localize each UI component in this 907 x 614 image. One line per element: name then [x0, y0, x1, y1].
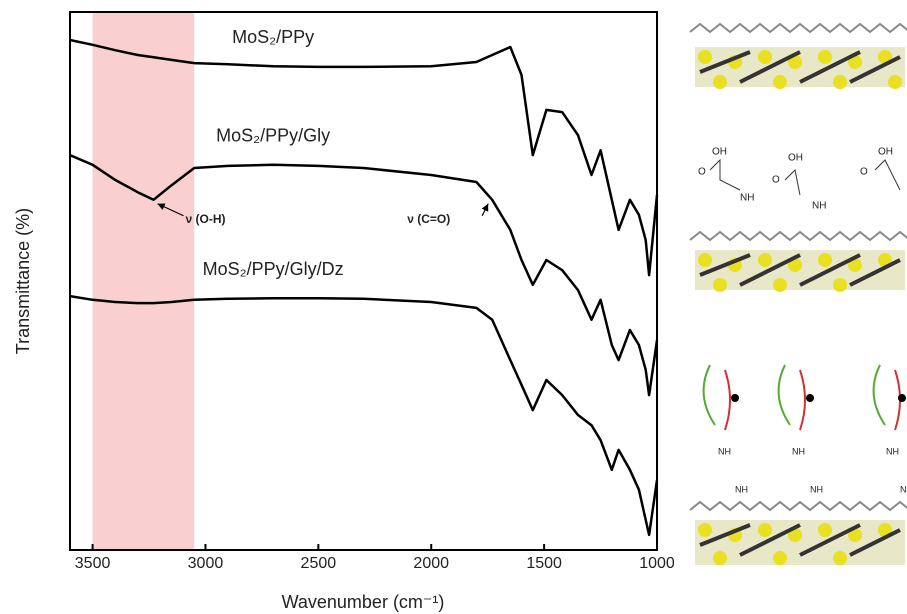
- structure-dz: NH NH NH NH NH NH: [689, 364, 907, 565]
- svg-text:NH: NH: [735, 484, 748, 494]
- svg-text:OH: OH: [878, 147, 893, 158]
- svg-text:OH: OH: [712, 147, 727, 158]
- y-axis-label: Transmittance (%): [13, 208, 33, 354]
- series-line: [69, 38, 659, 277]
- svg-text:NH: NH: [886, 446, 899, 456]
- series-label: MoS₂/PPy/Gly: [216, 126, 330, 146]
- svg-text:NH: NH: [740, 193, 754, 204]
- svg-text:O: O: [772, 175, 780, 186]
- svg-text:NH: NH: [792, 446, 805, 456]
- x-axis-label: Wavenumber (cm⁻¹): [282, 592, 445, 612]
- series-label: MoS₂/PPy: [232, 27, 314, 47]
- svg-text:OH: OH: [788, 153, 803, 164]
- svg-text:NH: NH: [812, 201, 826, 212]
- x-tick-label: 2500: [301, 555, 337, 572]
- series-label: MoS₂/PPy/Gly/Dz: [203, 259, 344, 279]
- series-line: [69, 153, 659, 397]
- plot-frame: [69, 11, 658, 551]
- illustrations: OH OH OH O O O NH NH NH NH NH NH NH NH: [689, 22, 907, 565]
- x-tick-label: 1000: [639, 555, 675, 572]
- x-tick-label: 1500: [526, 555, 562, 572]
- structure-ppy: [689, 22, 907, 89]
- svg-text:NH: NH: [810, 484, 823, 494]
- structure-gly: OH OH OH O O O NH NH: [689, 147, 907, 292]
- svg-text:NH: NH: [718, 446, 731, 456]
- svg-text:O: O: [698, 167, 706, 178]
- series-line: [69, 294, 659, 537]
- x-tick-label: 3500: [75, 555, 111, 572]
- highlight-band: [92, 12, 195, 550]
- annotation-arrow: [481, 203, 489, 217]
- svg-text:NH: NH: [900, 484, 907, 494]
- x-tick-label: 2000: [413, 555, 449, 572]
- annotation-arrow: [157, 203, 184, 217]
- annotation: ν (C=O): [407, 212, 450, 226]
- annotation: ν (O-H): [186, 212, 226, 226]
- svg-text:O: O: [860, 167, 868, 178]
- x-tick-label: 3000: [188, 555, 224, 572]
